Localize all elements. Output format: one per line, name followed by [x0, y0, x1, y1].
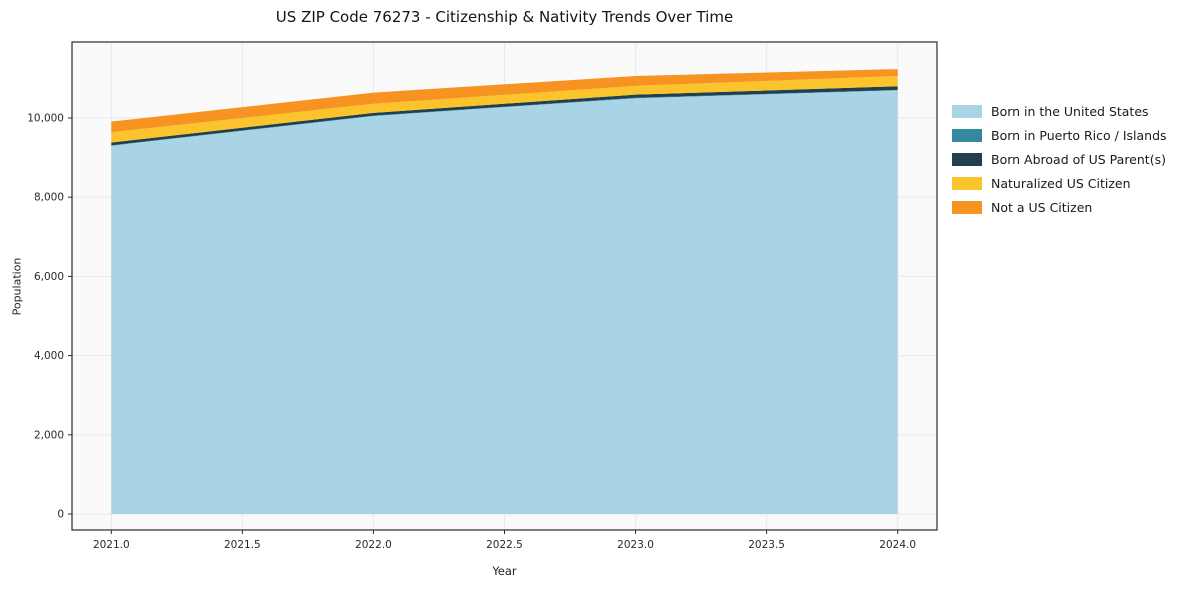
- x-tick-label: 2021.0: [93, 539, 130, 551]
- area-series: [111, 69, 898, 133]
- legend-item: Born Abroad of US Parent(s): [952, 152, 1187, 167]
- area-series: [111, 76, 898, 143]
- legend-label: Born Abroad of US Parent(s): [991, 152, 1166, 167]
- x-tick-label: 2021.5: [224, 539, 261, 551]
- x-tick-label: 2022.5: [486, 539, 523, 551]
- legend-swatch: [952, 105, 982, 118]
- x-axis-label: Year: [492, 564, 517, 578]
- x-tick-label: 2024.0: [879, 539, 916, 551]
- area-series: [111, 90, 898, 515]
- legend: Born in the United States Born in Puerto…: [952, 104, 1187, 215]
- legend-label: Born in Puerto Rico / Islands: [991, 128, 1167, 143]
- legend-swatch: [952, 177, 982, 190]
- legend-item: Born in Puerto Rico / Islands: [952, 128, 1187, 143]
- y-axis-label: Population: [10, 257, 24, 316]
- legend-swatch: [952, 153, 982, 166]
- legend-label: Naturalized US Citizen: [991, 176, 1131, 191]
- y-tick-label: 6,000: [34, 271, 64, 283]
- x-tick-label: 2022.0: [355, 539, 392, 551]
- legend-swatch: [952, 129, 982, 142]
- legend-label: Born in the United States: [991, 104, 1149, 119]
- y-tick-label: 8,000: [34, 192, 64, 204]
- x-tick-label: 2023.0: [617, 539, 654, 551]
- y-tick-label: 4,000: [34, 350, 64, 362]
- x-tick-label: 2023.5: [748, 539, 785, 551]
- legend-item: Born in the United States: [952, 104, 1187, 119]
- legend-item: Naturalized US Citizen: [952, 176, 1187, 191]
- legend-item: Not a US Citizen: [952, 200, 1187, 215]
- y-tick-label: 10,000: [27, 112, 64, 124]
- area-series: [111, 86, 898, 146]
- legend-label: Not a US Citizen: [991, 200, 1093, 215]
- y-tick-label: 0: [57, 509, 64, 521]
- chart-title: US ZIP Code 76273 - Citizenship & Nativi…: [275, 8, 734, 26]
- legend-swatch: [952, 201, 982, 214]
- y-tick-label: 2,000: [34, 429, 64, 441]
